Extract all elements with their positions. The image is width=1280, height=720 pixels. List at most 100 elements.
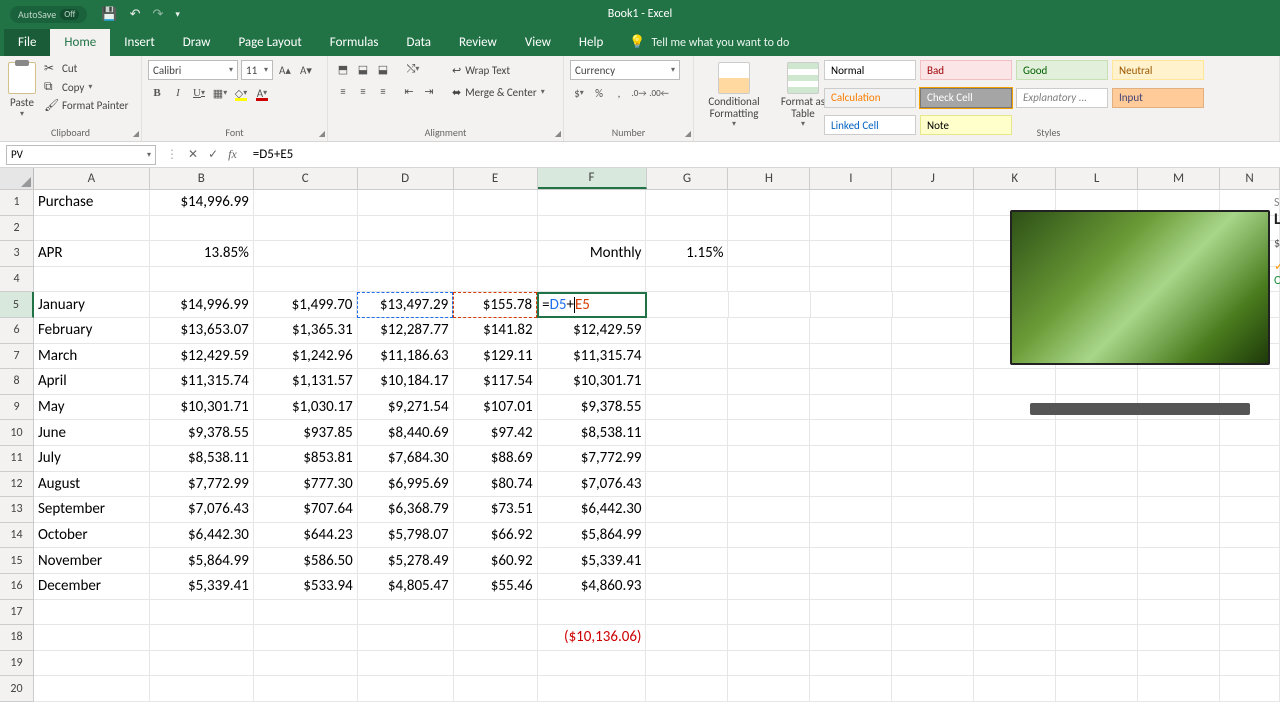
style-explanatory-[interactable]: Explanatory ... [1016, 88, 1108, 108]
column-header-D[interactable]: D [358, 168, 454, 189]
cell-I6[interactable] [810, 318, 892, 344]
cell-H15[interactable] [728, 548, 810, 574]
cell-E19[interactable] [454, 651, 538, 677]
cell-L18[interactable] [1056, 625, 1138, 651]
column-header-H[interactable]: H [728, 168, 810, 189]
wrap-text-button[interactable]: ↩Wrap Text [448, 60, 549, 80]
bold-button[interactable]: B [148, 84, 166, 102]
cell-E20[interactable] [454, 676, 538, 702]
tab-insert[interactable]: Insert [110, 29, 169, 56]
cell-J2[interactable] [892, 216, 974, 242]
cell-H10[interactable] [728, 420, 810, 446]
cell-G4[interactable] [646, 267, 728, 293]
cell-H6[interactable] [728, 318, 810, 344]
cell-G3[interactable]: 1.15% [646, 241, 728, 267]
cell-I9[interactable] [810, 395, 892, 421]
cell-A15[interactable]: November [34, 548, 150, 574]
cell-F10[interactable]: $8,538.11 [538, 420, 647, 446]
cell-I2[interactable] [810, 216, 892, 242]
decrease-decimal-icon[interactable]: .00← [650, 84, 668, 102]
cell-D3[interactable] [358, 241, 454, 267]
style-good[interactable]: Good [1016, 60, 1108, 80]
cell-K19[interactable] [974, 651, 1056, 677]
cell-H2[interactable] [728, 216, 810, 242]
cell-A10[interactable]: June [34, 420, 150, 446]
cell-B10[interactable]: $9,378.55 [150, 420, 254, 446]
cell-M16[interactable] [1138, 574, 1220, 600]
cell-G13[interactable] [646, 497, 728, 523]
cell-D18[interactable] [358, 625, 454, 651]
cell-K13[interactable] [974, 497, 1056, 523]
cell-I10[interactable] [810, 420, 892, 446]
align-right-icon[interactable]: ≡ [374, 82, 392, 100]
tab-formulas[interactable]: Formulas [316, 29, 393, 56]
cell-J15[interactable] [892, 548, 974, 574]
cell-G11[interactable] [646, 446, 728, 472]
tab-page-layout[interactable]: Page Layout [224, 29, 315, 56]
cell-A4[interactable] [34, 267, 150, 293]
cell-G12[interactable] [646, 472, 728, 498]
cut-button[interactable]: ✂Cut [42, 60, 130, 77]
cell-F8[interactable]: $10,301.71 [538, 369, 647, 395]
cell-L13[interactable] [1056, 497, 1138, 523]
cell-F15[interactable]: $5,339.41 [538, 548, 647, 574]
cell-J11[interactable] [892, 446, 974, 472]
cell-K11[interactable] [974, 446, 1056, 472]
cell-K16[interactable] [974, 574, 1056, 600]
cell-D12[interactable]: $6,995.69 [358, 472, 454, 498]
cell-H3[interactable] [728, 241, 810, 267]
merge-center-button[interactable]: ⬌Merge & Center ▾ [448, 82, 549, 102]
cell-C14[interactable]: $644.23 [254, 523, 358, 549]
cell-B14[interactable]: $6,442.30 [150, 523, 254, 549]
column-header-F[interactable]: F [538, 168, 647, 189]
row-header-6[interactable]: 6 [0, 318, 34, 344]
cell-N19[interactable] [1220, 651, 1280, 677]
number-format-select[interactable]: Currency▾ [570, 60, 680, 80]
cell-F16[interactable]: $4,860.93 [538, 574, 647, 600]
cell-F6[interactable]: $12,429.59 [538, 318, 647, 344]
column-header-E[interactable]: E [454, 168, 538, 189]
column-header-K[interactable]: K [974, 168, 1056, 189]
cell-I17[interactable] [810, 600, 892, 626]
cell-C11[interactable]: $853.81 [254, 446, 358, 472]
cell-B13[interactable]: $7,076.43 [150, 497, 254, 523]
enter-formula-icon[interactable]: ✓ [206, 147, 220, 162]
style-input[interactable]: Input [1112, 88, 1204, 108]
accounting-format-icon[interactable]: $▾ [570, 84, 588, 102]
cell-K12[interactable] [974, 472, 1056, 498]
cell-G7[interactable] [646, 344, 728, 370]
cell-N20[interactable] [1220, 676, 1280, 702]
cell-B17[interactable] [150, 600, 254, 626]
cell-H20[interactable] [728, 676, 810, 702]
cell-F19[interactable] [538, 651, 647, 677]
cell-B20[interactable] [150, 676, 254, 702]
row-header-8[interactable]: 8 [0, 369, 34, 395]
cell-K15[interactable] [974, 548, 1056, 574]
underline-button[interactable]: U▾ [190, 84, 208, 102]
cell-N15[interactable] [1220, 548, 1280, 574]
cell-N12[interactable] [1220, 472, 1280, 498]
italic-button[interactable]: I [169, 84, 187, 102]
cell-E8[interactable]: $117.54 [454, 369, 538, 395]
cell-F11[interactable]: $7,772.99 [538, 446, 647, 472]
cell-M13[interactable] [1138, 497, 1220, 523]
cell-I5[interactable] [811, 292, 893, 318]
tab-data[interactable]: Data [393, 29, 446, 56]
cell-E14[interactable]: $66.92 [454, 523, 538, 549]
cell-J18[interactable] [892, 625, 974, 651]
row-header-14[interactable]: 14 [0, 523, 34, 549]
decrease-indent-icon[interactable]: ⇤ [400, 82, 418, 100]
cell-G18[interactable] [646, 625, 728, 651]
cell-J5[interactable] [893, 292, 975, 318]
cell-D15[interactable]: $5,278.49 [358, 548, 454, 574]
cell-N13[interactable] [1220, 497, 1280, 523]
cell-L20[interactable] [1056, 676, 1138, 702]
font-dialog-launcher[interactable]: ◢ [319, 129, 325, 139]
cell-I20[interactable] [810, 676, 892, 702]
cell-L10[interactable] [1056, 420, 1138, 446]
cell-A6[interactable]: February [34, 318, 150, 344]
cell-H14[interactable] [728, 523, 810, 549]
cell-C17[interactable] [254, 600, 358, 626]
cell-B11[interactable]: $8,538.11 [150, 446, 254, 472]
cell-H9[interactable] [728, 395, 810, 421]
